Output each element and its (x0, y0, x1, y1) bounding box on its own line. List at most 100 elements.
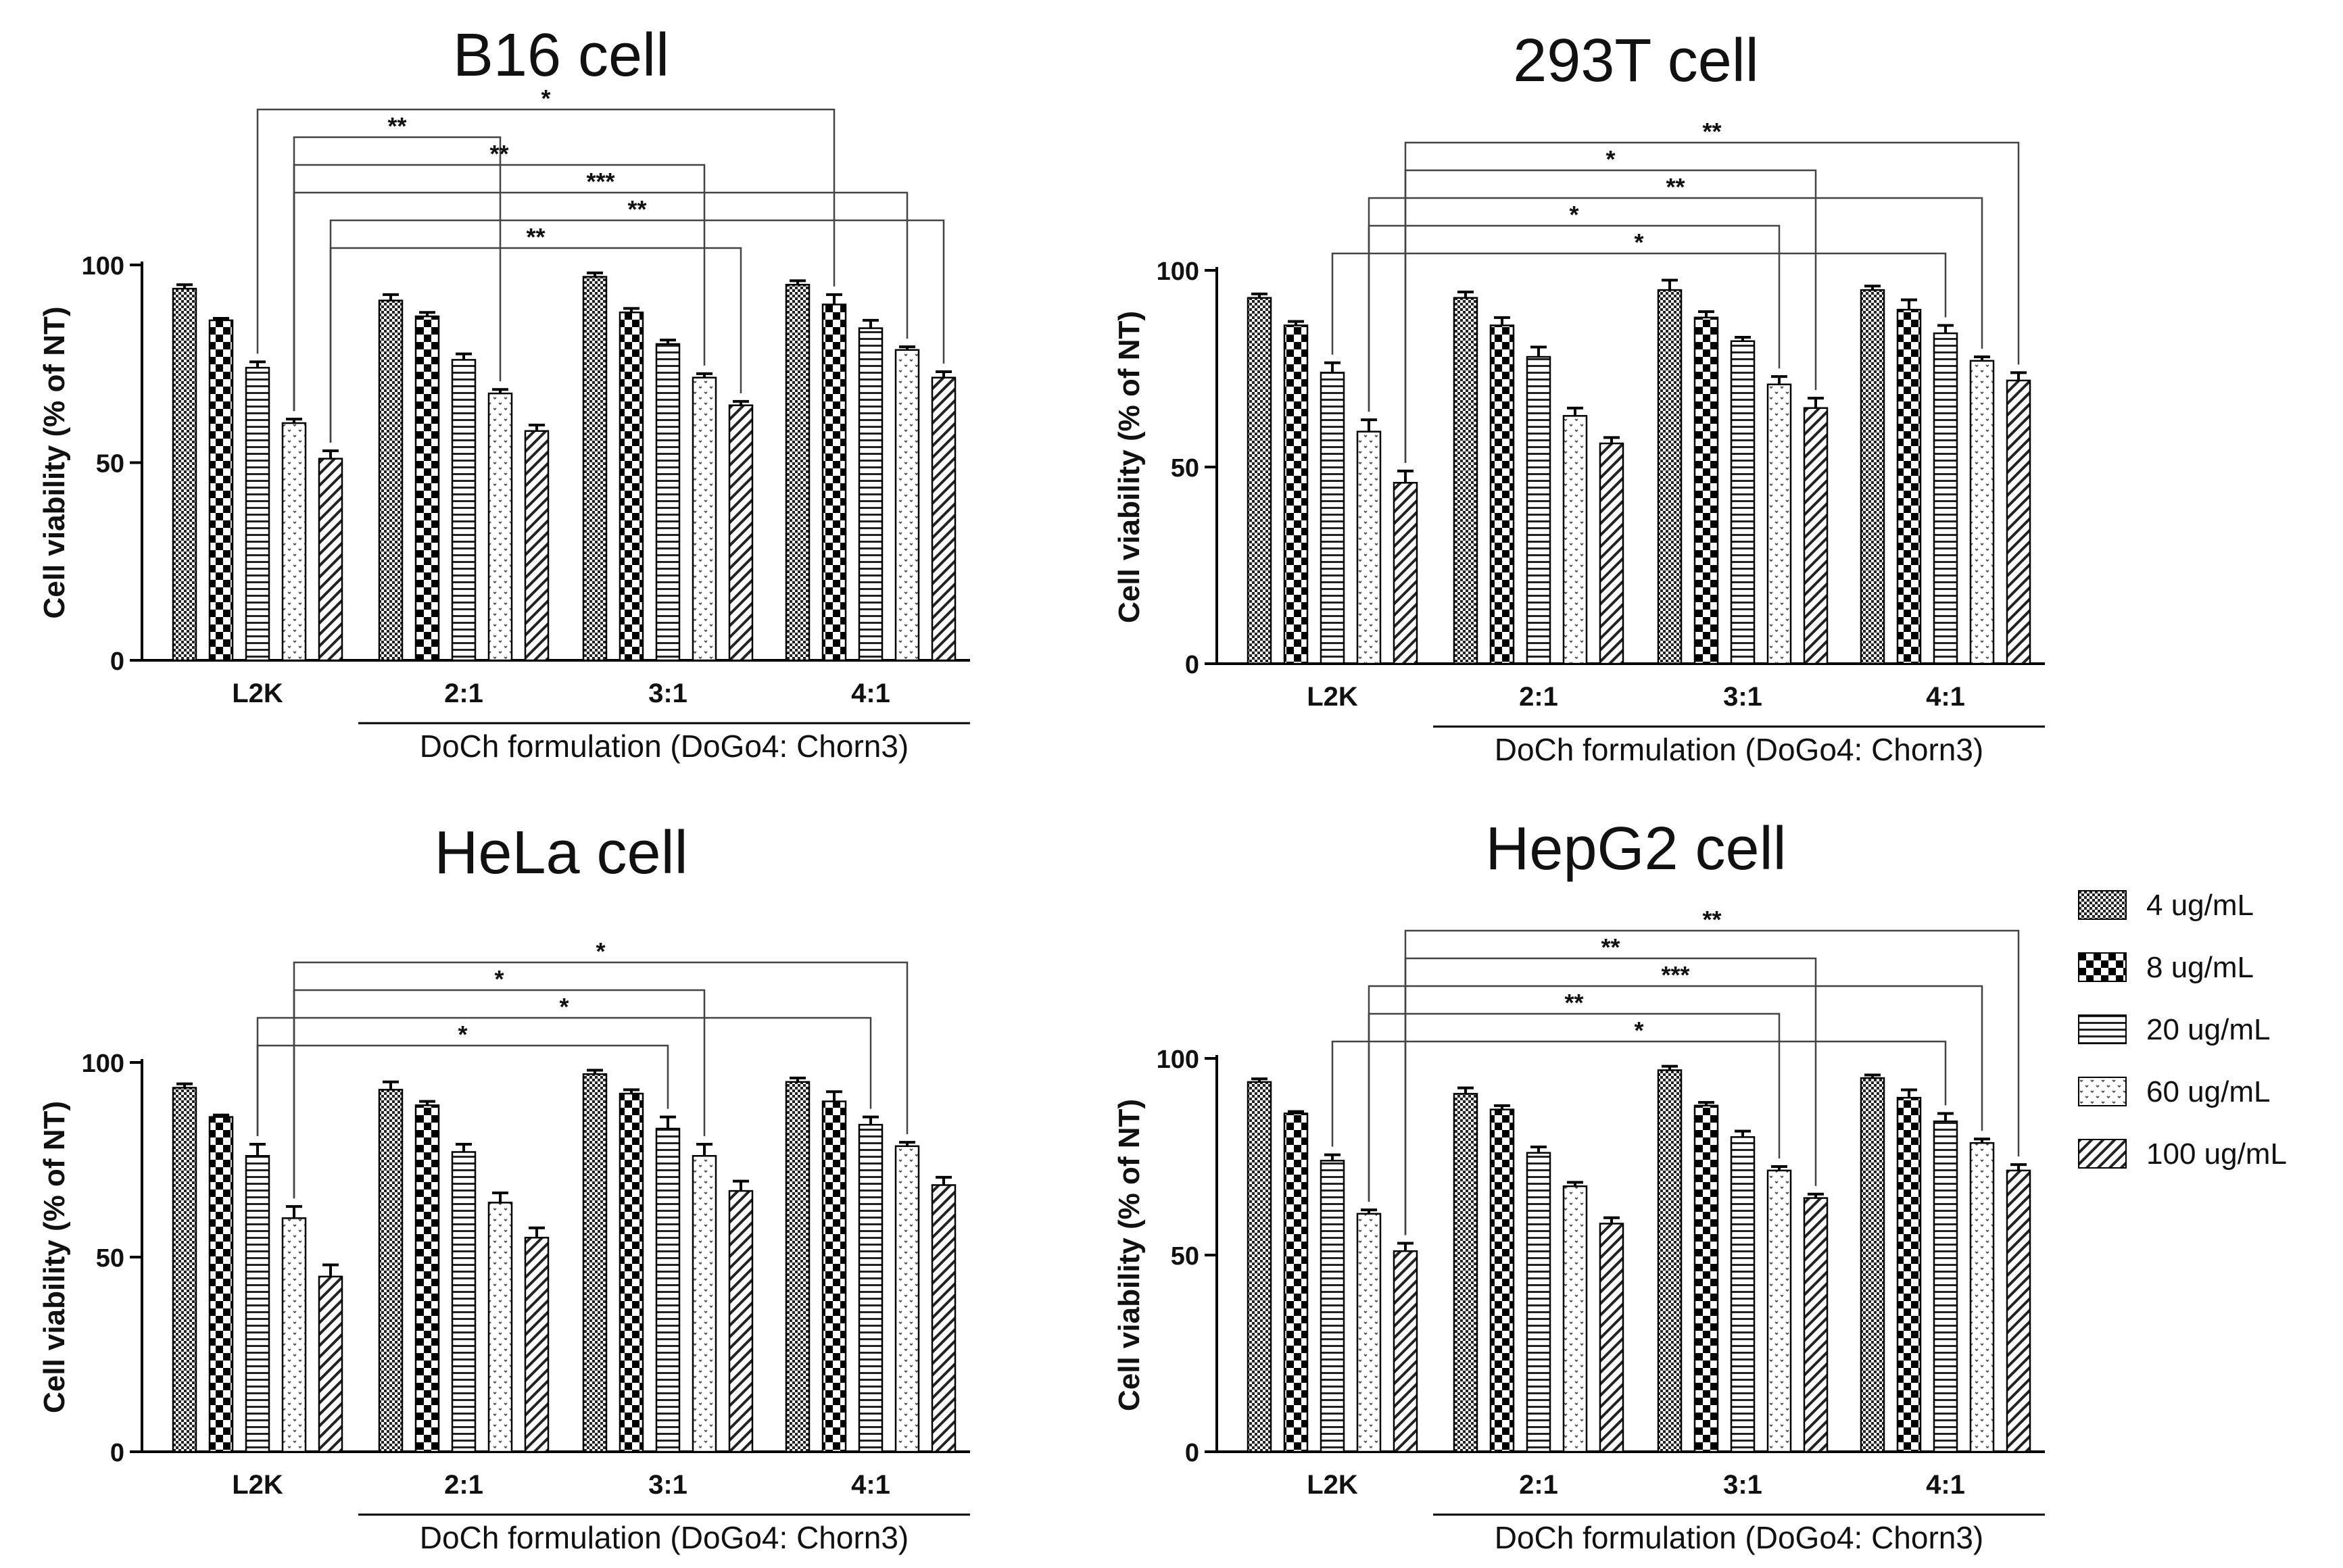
significance-label: ** (387, 112, 406, 140)
bar (931, 376, 957, 662)
y-tick-label: 50 (96, 1244, 124, 1273)
chart-b16: B16 cell Cell viability (% of NT) 0 50 100 L2… (38, 22, 970, 764)
significance-label: *** (586, 168, 614, 195)
y-tick-label: 100 (82, 1050, 124, 1078)
bar (487, 1202, 513, 1453)
significance-label: * (596, 937, 605, 965)
category-label: 2:1 (1519, 682, 1558, 712)
significance-bracket (1368, 1012, 1781, 1202)
legend: 4 ug/mL 8 ug/mL 20 ug/mL 60 ug/mL 100 ug… (2078, 889, 2287, 1171)
bar (1393, 1250, 1418, 1453)
y-tick-label: 0 (110, 1439, 124, 1467)
bar (858, 327, 884, 662)
bar (655, 343, 681, 662)
category-label: 3:1 (1723, 682, 1762, 712)
legend-swatch (2078, 890, 2127, 920)
bar (1896, 1096, 1922, 1453)
bar (692, 1154, 717, 1453)
bar (1860, 1077, 1885, 1453)
y-tick-label: 0 (1185, 651, 1199, 679)
bar (208, 319, 234, 662)
category-label: L2K (232, 1470, 283, 1500)
legend-label: 60 ug/mL (2146, 1075, 2270, 1108)
bar (524, 430, 550, 662)
category-label: 2:1 (444, 679, 483, 708)
bar (1766, 1169, 1792, 1453)
category-label: L2K (232, 679, 283, 708)
legend-label: 100 ug/mL (2146, 1137, 2287, 1171)
significance-label: ** (1702, 906, 1721, 933)
legend-item: 100 ug/mL (2078, 1137, 2287, 1171)
category-label: L2K (1307, 1470, 1358, 1500)
category-label: 4:1 (851, 1470, 890, 1500)
bar (1320, 1160, 1345, 1453)
bar (619, 1092, 644, 1453)
category-label: 4:1 (1926, 682, 1965, 712)
y-axis-label: Cell viability (% of NT) (1113, 311, 1146, 623)
bar (1803, 407, 1829, 665)
bar (1320, 372, 1345, 665)
significance-label: ** (1564, 989, 1583, 1016)
bar (1489, 1108, 1515, 1453)
legend-swatch (2078, 952, 2127, 982)
significance-label: * (1605, 145, 1615, 173)
bar (281, 422, 307, 662)
category-label: 2:1 (444, 1470, 483, 1500)
bar (1356, 431, 1382, 665)
bar (172, 1087, 197, 1453)
significance-bracket (293, 191, 909, 412)
bar (1562, 1185, 1588, 1453)
bar (894, 349, 920, 662)
bar (378, 299, 404, 662)
legend-swatch (2078, 1139, 2127, 1169)
group-label: DoCh formulation (DoGo4: Chorn3) (420, 729, 909, 764)
significance-bracket (1331, 1040, 1947, 1147)
y-tick-label: 0 (1185, 1439, 1199, 1467)
bar (1526, 356, 1551, 665)
legend-swatch (2078, 1014, 2127, 1044)
bar (487, 392, 513, 662)
bar (785, 284, 811, 662)
bar (1730, 340, 1756, 665)
significance-label: * (458, 1021, 467, 1048)
bar (582, 276, 608, 662)
bar (451, 359, 477, 662)
significance-label: ** (627, 195, 646, 223)
bar (582, 1073, 608, 1453)
bar (1803, 1197, 1829, 1453)
legend-item: 8 ug/mL (2078, 951, 2254, 984)
legend-item: 20 ug/mL (2078, 1013, 2270, 1046)
legend-item: 60 ug/mL (2078, 1075, 2270, 1108)
bar (728, 1190, 754, 1453)
significance-bracket (256, 1044, 669, 1136)
bar (728, 404, 754, 662)
y-axis-label: Cell viability (% of NT) (38, 1101, 71, 1413)
legend-label: 20 ug/mL (2146, 1013, 2270, 1046)
chart-hepg2: HepG2 cell Cell viability (% of NT) 0 50 100… (1113, 815, 2045, 1555)
bar (1969, 1142, 1995, 1453)
group-label: DoCh formulation (DoGo4: Chorn3) (1495, 1520, 1984, 1555)
bar (1657, 1069, 1683, 1453)
chart-title: B16 cell (453, 22, 669, 89)
category-label: 3:1 (1723, 1470, 1762, 1500)
category-label: 4:1 (1926, 1470, 1965, 1500)
category-label: 3:1 (648, 1470, 687, 1500)
significance-bracket (1404, 169, 1817, 463)
legend-item: 4 ug/mL (2078, 889, 2254, 922)
bar (414, 1104, 440, 1453)
category-label: 4:1 (851, 679, 890, 708)
bar (2006, 379, 2031, 665)
bar (524, 1236, 550, 1453)
legend-label: 4 ug/mL (2146, 889, 2254, 922)
bar (1766, 383, 1792, 665)
bar (1730, 1136, 1756, 1453)
bar (1283, 1112, 1309, 1453)
bar (1657, 289, 1683, 665)
significance-label: * (1569, 201, 1578, 228)
chart-title: HepG2 cell (1485, 815, 1786, 883)
significance-label: * (559, 993, 569, 1021)
y-axis-label: Cell viability (% of NT) (38, 306, 71, 618)
bar (378, 1089, 404, 1453)
significance-bracket (1404, 957, 1817, 1235)
bar (245, 366, 270, 662)
